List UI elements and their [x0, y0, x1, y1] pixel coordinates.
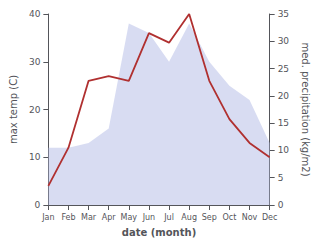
svg-text:Oct: Oct	[222, 213, 236, 222]
svg-text:30: 30	[278, 36, 290, 46]
svg-text:35: 35	[278, 9, 289, 19]
svg-text:5: 5	[278, 173, 284, 183]
svg-text:0: 0	[35, 200, 41, 210]
svg-text:25: 25	[278, 64, 289, 74]
svg-text:Mar: Mar	[81, 213, 97, 222]
svg-text:Aug: Aug	[181, 213, 197, 222]
svg-text:20: 20	[278, 91, 290, 101]
svg-text:Feb: Feb	[61, 213, 75, 222]
svg-text:max temp (C): max temp (C)	[8, 75, 19, 144]
svg-text:Jul: Jul	[163, 213, 174, 222]
svg-text:Dec: Dec	[262, 213, 277, 222]
svg-text:20: 20	[29, 105, 41, 115]
svg-text:0: 0	[278, 200, 284, 210]
svg-text:10: 10	[29, 152, 41, 162]
svg-text:15: 15	[278, 118, 289, 128]
svg-text:40: 40	[29, 9, 41, 19]
svg-text:30: 30	[29, 57, 41, 67]
svg-text:Jan: Jan	[41, 213, 54, 222]
svg-text:date (month): date (month)	[122, 227, 196, 238]
svg-text:Sep: Sep	[202, 213, 217, 222]
svg-text:med. precipitation (kg/m2): med. precipitation (kg/m2)	[300, 42, 311, 176]
svg-text:Nov: Nov	[242, 213, 258, 222]
svg-text:May: May	[121, 213, 138, 222]
svg-text:10: 10	[278, 145, 290, 155]
svg-text:Apr: Apr	[102, 213, 117, 222]
svg-text:Jun: Jun	[142, 213, 156, 222]
